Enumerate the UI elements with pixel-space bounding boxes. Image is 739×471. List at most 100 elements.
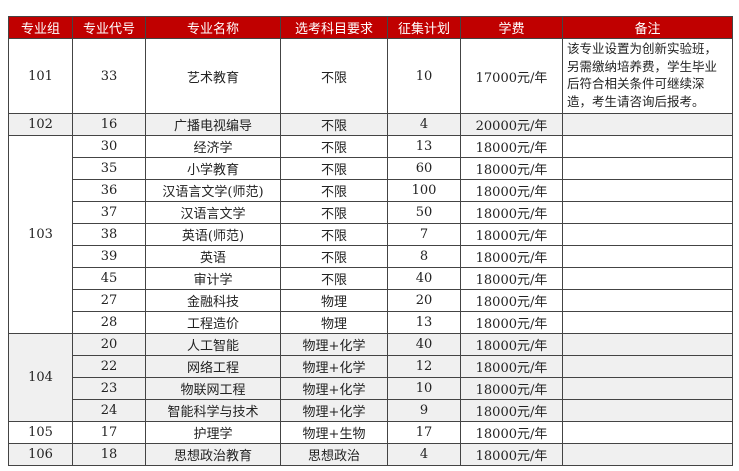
major-code: 23 <box>72 377 146 400</box>
major-name: 汉语言文学 <box>145 201 281 224</box>
enrollment-plan: 7 <box>387 223 461 246</box>
note-cell <box>562 223 733 246</box>
major-name: 英语(师范) <box>145 223 281 246</box>
note-cell: 该专业设置为创新实验班，另需缴纳培养费，学生毕业后符合相关条件可继续深造，考生请… <box>562 38 733 114</box>
major-code: 30 <box>72 135 146 158</box>
major-code: 39 <box>72 245 146 268</box>
subject-requirement: 不限 <box>280 113 388 136</box>
tuition: 17000元/年 <box>460 38 563 114</box>
subject-requirement: 物理 <box>280 311 388 334</box>
subject-requirement: 不限 <box>280 157 388 180</box>
tuition: 18000元/年 <box>460 289 563 312</box>
header-cell: 专业名称 <box>145 16 281 39</box>
major-name: 汉语言文学(师范) <box>145 179 281 202</box>
enrollment-plan: 10 <box>387 377 461 400</box>
major-name: 网络工程 <box>145 355 281 378</box>
major-code: 36 <box>72 179 146 202</box>
major-code: 38 <box>72 223 146 246</box>
note-cell <box>562 135 733 158</box>
enrollment-plan: 13 <box>387 135 461 158</box>
table-row: 105 17 护理学 物理+生物 17 18000元/年 <box>8 421 733 444</box>
major-name: 金融科技 <box>145 289 281 312</box>
note-cell <box>562 443 733 466</box>
enrollment-plan: 10 <box>387 38 461 114</box>
table-row: 28 工程造价 物理 13 18000元/年 <box>9 311 733 334</box>
subject-requirement: 不限 <box>280 223 388 246</box>
table-row: 103 30 经济学 不限 13 18000元/年 <box>8 135 733 334</box>
subject-requirement: 不限 <box>280 38 388 114</box>
header-cell: 备注 <box>562 16 733 39</box>
table-row: 36 汉语言文学(师范) 不限 100 18000元/年 <box>9 179 733 202</box>
table-row: 38 英语(师范) 不限 7 18000元/年 <box>9 223 733 246</box>
subject-requirement: 物理+生物 <box>280 421 388 444</box>
enrollment-plan: 100 <box>387 179 461 202</box>
group-cell: 101 <box>8 38 73 114</box>
major-name: 智能科学与技术 <box>145 399 281 422</box>
major-code: 27 <box>72 289 146 312</box>
header-cell: 专业组 <box>8 16 73 39</box>
note-cell <box>562 289 733 312</box>
major-name: 工程造价 <box>145 311 281 334</box>
tuition: 18000元/年 <box>460 399 563 422</box>
tuition: 18000元/年 <box>460 355 563 378</box>
major-name: 艺术教育 <box>145 38 281 114</box>
enrollment-plan: 12 <box>387 355 461 378</box>
major-code: 17 <box>72 421 146 444</box>
subject-requirement: 物理+化学 <box>280 355 388 378</box>
enrollment-plan: 40 <box>387 267 461 290</box>
note-cell <box>562 157 733 180</box>
table-row: 22 网络工程 物理+化学 12 18000元/年 <box>9 355 733 378</box>
enrollment-plan: 4 <box>387 113 461 136</box>
major-code: 20 <box>72 333 146 356</box>
table-row: 101 33 艺术教育 不限 10 17000元/年 该专业设置为创新实验班，另需缴纳培养费… <box>8 38 733 114</box>
table-row: 45 审计学 不限 40 18000元/年 <box>9 267 733 290</box>
subject-requirement: 物理+化学 <box>280 377 388 400</box>
note-cell <box>562 399 733 422</box>
table-row: 35 小学教育 不限 60 18000元/年 <box>9 157 733 180</box>
major-name: 英语 <box>145 245 281 268</box>
note-cell <box>562 245 733 268</box>
table-row: 106 18 思想政治教育 思想政治 4 18000元/年 <box>8 443 733 466</box>
group-cell: 104 <box>8 333 73 422</box>
major-code: 28 <box>72 311 146 334</box>
subject-requirement: 物理+化学 <box>280 399 388 422</box>
subject-requirement: 物理+化学 <box>280 333 388 356</box>
major-name: 审计学 <box>145 267 281 290</box>
major-code: 45 <box>72 267 146 290</box>
major-code: 35 <box>72 157 146 180</box>
tuition: 18000元/年 <box>460 443 563 466</box>
note-cell <box>562 267 733 290</box>
tuition: 18000元/年 <box>460 223 563 246</box>
group-cell: 105 <box>8 421 73 444</box>
table-row: 39 英语 不限 8 18000元/年 <box>9 245 733 268</box>
note-cell <box>562 333 733 356</box>
tuition: 18000元/年 <box>460 179 563 202</box>
major-name: 广播电视编导 <box>145 113 281 136</box>
major-name: 护理学 <box>145 421 281 444</box>
enrollment-plan: 4 <box>387 443 461 466</box>
tuition: 18000元/年 <box>460 135 563 158</box>
major-name: 经济学 <box>145 135 281 158</box>
note-cell <box>562 179 733 202</box>
note-cell <box>562 311 733 334</box>
enrollment-plan: 50 <box>387 201 461 224</box>
major-code: 37 <box>72 201 146 224</box>
table-row: 23 物联网工程 物理+化学 10 18000元/年 <box>9 377 733 400</box>
major-code: 24 <box>72 399 146 422</box>
subject-requirement: 不限 <box>280 267 388 290</box>
tuition: 18000元/年 <box>460 157 563 180</box>
note-cell <box>562 355 733 378</box>
enrollment-plan: 20 <box>387 289 461 312</box>
admission-table: 专业组 专业代号 专业名称 选考科目要求 征集计划 学费 备注 101 33 艺术教育 不限 10 1… <box>8 16 733 466</box>
subject-requirement: 不限 <box>280 245 388 268</box>
enrollment-plan: 17 <box>387 421 461 444</box>
subject-requirement: 不限 <box>280 201 388 224</box>
table-body: 101 33 艺术教育 不限 10 17000元/年 该专业设置为创新实验班，另需缴纳培养费… <box>8 38 733 466</box>
major-name: 小学教育 <box>145 157 281 180</box>
subject-requirement: 物理 <box>280 289 388 312</box>
tuition: 18000元/年 <box>460 377 563 400</box>
tuition: 18000元/年 <box>460 311 563 334</box>
note-cell <box>562 201 733 224</box>
major-code: 16 <box>72 113 146 136</box>
header-cell: 选考科目要求 <box>280 16 388 39</box>
